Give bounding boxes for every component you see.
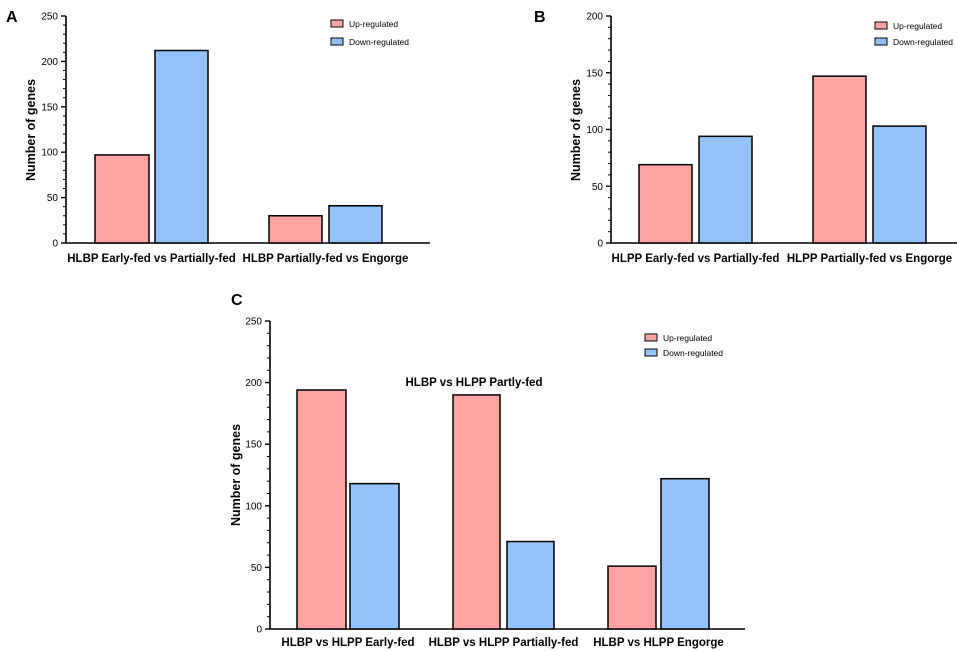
- bar-up-2: [812, 75, 867, 244]
- bar-up-2: [452, 394, 501, 630]
- legend-label-up: Up-regulated: [893, 21, 942, 31]
- y-tick-label: 200: [245, 378, 262, 389]
- bar-down-1: [349, 482, 400, 630]
- y-tick-label: 50: [251, 563, 263, 574]
- panel-label: B: [534, 9, 546, 26]
- chart-panel-b: B Number of genes 0 50 100 150 200 HLPP Early-f…: [534, 9, 957, 265]
- legend-swatch-down: [330, 37, 344, 46]
- x-category-label: HLBP Early-fed vs Partially-fed: [67, 253, 236, 265]
- legend-swatch-up: [874, 21, 888, 30]
- y-tick-label: 50: [592, 182, 604, 193]
- y-tick-label: 0: [52, 239, 58, 250]
- legend-label-up: Up-regulated: [349, 19, 398, 29]
- legend-swatch-up: [330, 19, 344, 28]
- y-tick-label: 250: [41, 12, 58, 23]
- x-category-label: HLPP Partially-fed vs Engorge: [787, 253, 952, 265]
- y-tick-label: 50: [47, 193, 59, 204]
- panel-label: A: [6, 9, 18, 26]
- legend: Up-regulated Down-regulated: [874, 21, 953, 47]
- y-tick-label: 0: [597, 239, 603, 250]
- y-tick-label: 150: [586, 68, 603, 79]
- bar-up-1: [638, 163, 693, 244]
- y-tick-label: 150: [245, 440, 262, 451]
- y-tick-label: 100: [41, 148, 58, 159]
- chart-panel-a: A Number of genes 0 50 100 150 200 250 HLBP Earl…: [6, 9, 430, 265]
- legend-label-down: Down-regulated: [663, 348, 723, 358]
- panel-label: C: [231, 292, 243, 309]
- bar-down-2: [328, 205, 383, 244]
- y-tick-label: 200: [586, 12, 603, 23]
- x-category-label: HLPP Early-fed vs Partially-fed: [612, 253, 780, 265]
- bar-down-1: [154, 49, 209, 244]
- y-tick-label: 0: [256, 625, 262, 636]
- y-axis-title: Number of genes: [569, 79, 583, 181]
- bar-up-1: [296, 389, 347, 630]
- y-tick-label: 100: [245, 501, 262, 512]
- y-axis-title: Number of genes: [24, 79, 38, 181]
- bar-up-2: [268, 215, 323, 244]
- bar-down-2: [872, 125, 927, 244]
- y-tick-label: 150: [41, 102, 58, 113]
- legend-swatch-down: [644, 348, 658, 357]
- bar-down-2: [506, 540, 555, 630]
- chart-annotation: HLBP vs HLPP Partly-fed: [406, 377, 543, 389]
- legend-swatch-up: [644, 333, 658, 342]
- bar-down-1: [698, 135, 753, 244]
- x-category-label: HLBP vs HLPP Engorge: [593, 637, 724, 649]
- bar-down-3: [660, 477, 710, 630]
- x-category-label: HLBP Partially-fed vs Engorge: [243, 253, 409, 265]
- y-axis-title: Number of genes: [229, 424, 243, 526]
- y-tick-label: 200: [41, 57, 58, 68]
- bar-up-3: [607, 565, 657, 630]
- legend-label-up: Up-regulated: [663, 333, 712, 343]
- y-tick-label: 250: [245, 317, 262, 328]
- legend-swatch-down: [874, 37, 888, 46]
- legend-label-down: Down-regulated: [349, 37, 409, 47]
- legend: Up-regulated Down-regulated: [330, 19, 409, 47]
- legend: Up-regulated Down-regulated: [644, 333, 723, 358]
- x-category-label: HLBP vs HLPP Early-fed: [281, 637, 414, 649]
- x-category-label: HLBP vs HLPP Partially-fed: [429, 637, 579, 649]
- bar-up-1: [94, 154, 150, 244]
- chart-panel-c: C Number of genes 0 50 100 150 200 250 HLBP vs H…: [229, 292, 745, 649]
- y-tick-label: 100: [586, 125, 603, 136]
- legend-label-down: Down-regulated: [893, 37, 953, 47]
